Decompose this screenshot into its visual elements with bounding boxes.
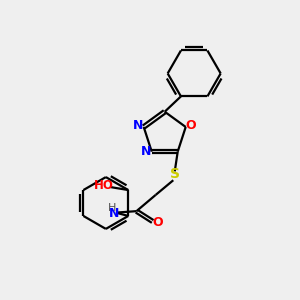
- Text: O: O: [186, 119, 196, 132]
- Text: N: N: [133, 119, 144, 132]
- Text: H: H: [108, 203, 116, 213]
- Text: N: N: [109, 207, 120, 220]
- Text: N: N: [141, 145, 152, 158]
- Text: O: O: [153, 216, 163, 230]
- Text: S: S: [170, 167, 180, 181]
- Text: HO: HO: [94, 179, 114, 192]
